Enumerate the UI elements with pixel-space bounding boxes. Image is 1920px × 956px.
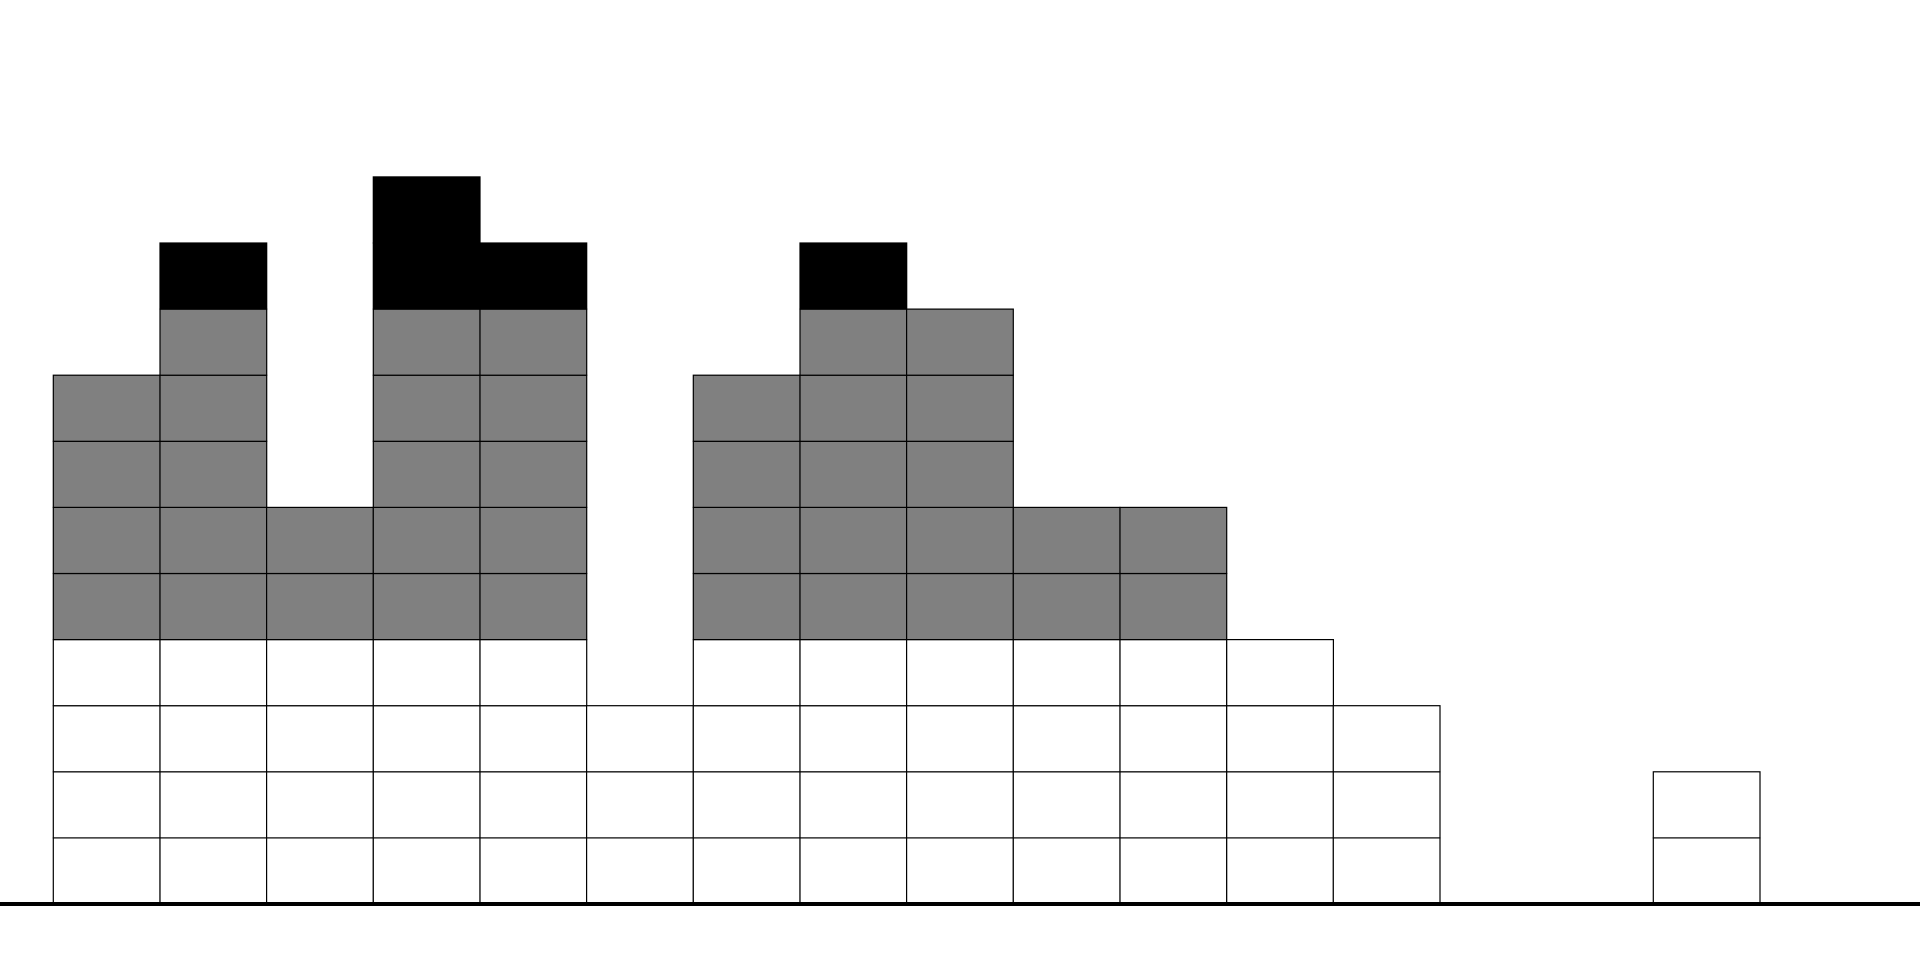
block-cell-x5-series1-4 [479,638,588,707]
block-cell-x4-series3-2 [372,176,481,244]
block-cell-x6-series1-1 [585,837,694,905]
block-cell-x2-series1-3 [159,705,268,773]
block-cell-x16-series1-2 [1652,771,1761,839]
block-cell-x4-series1-4 [372,638,481,707]
block-cell-x11-series1-3 [1119,705,1228,773]
block-cell-x2-series1-2 [159,771,268,839]
block-cell-x1-series1-1 [52,837,161,905]
block-cell-x1-series1-3 [52,705,161,773]
block-cell-x11-series1-1 [1119,837,1228,905]
block-cell-x1-series2-3 [52,440,161,508]
block-cell-x9-series1-1 [905,837,1014,905]
block-cell-x1-series2-2 [52,506,161,575]
block-cell-x5-series2-5 [479,308,588,376]
block-cell-x5-series1-2 [479,771,588,839]
block-cell-x8-series2-5 [799,308,908,376]
block-cell-x3-series2-1 [266,572,374,641]
block-cell-x13-series1-2 [1332,771,1441,839]
block-cell-x13-series1-3 [1332,705,1441,773]
block-cell-x2-series2-4 [159,374,268,442]
block-cell-x11-series2-1 [1119,572,1228,641]
block-cell-x9-series2-3 [905,440,1014,508]
block-cell-x4-series2-5 [372,308,481,376]
block-cell-x12-series1-3 [1226,705,1334,773]
block-cell-x4-series3-1 [372,242,481,310]
block-cell-x2-series2-1 [159,572,268,641]
block-cell-x7-series2-1 [692,572,801,641]
block-cell-x2-series2-2 [159,506,268,575]
block-cell-x6-series1-2 [585,771,694,839]
block-cell-x9-series1-4 [905,638,1014,707]
block-cell-x1-series1-2 [52,771,161,839]
block-cell-x12-series1-2 [1226,771,1334,839]
block-cell-x7-series1-3 [692,705,801,773]
block-cell-x1-series2-1 [52,572,161,641]
block-cell-x12-series1-4 [1226,638,1334,707]
block-cell-x5-series1-1 [479,837,588,905]
block-cell-x4-series1-3 [372,705,481,773]
block-cell-x2-series1-1 [159,837,268,905]
block-cell-x8-series1-4 [799,638,908,707]
block-cell-x9-series1-2 [905,771,1014,839]
block-cell-x8-series2-2 [799,506,908,575]
block-cell-x9-series2-4 [905,374,1014,442]
block-cell-x5-series2-1 [479,572,588,641]
block-cell-x3-series2-2 [266,506,374,575]
block-cell-x11-series1-2 [1119,771,1228,839]
block-cell-x7-series1-2 [692,771,801,839]
block-cell-x1-series2-4 [52,374,161,442]
block-cell-x11-series1-4 [1119,638,1228,707]
block-cell-x10-series1-2 [1012,771,1121,839]
block-cell-x8-series1-2 [799,771,908,839]
block-cell-x3-series1-2 [266,771,374,839]
block-cell-x5-series2-3 [479,440,588,508]
block-cell-x4-series2-4 [372,374,481,442]
block-cell-x2-series2-5 [159,308,268,376]
block-cell-x8-series2-1 [799,572,908,641]
block-cell-x5-series1-3 [479,705,588,773]
block-cell-x9-series2-5 [905,308,1014,376]
block-cell-x8-series3-1 [799,242,908,310]
block-cell-x4-series2-1 [372,572,481,641]
block-cell-x7-series2-3 [692,440,801,508]
block-cell-x13-series1-1 [1332,837,1441,905]
block-cell-x10-series1-4 [1012,638,1121,707]
block-cell-x7-series1-4 [692,638,801,707]
block-cell-x7-series1-1 [692,837,801,905]
block-cell-x10-series2-2 [1012,506,1121,575]
block-cell-x2-series3-1 [159,242,268,310]
block-cell-x12-series1-1 [1226,837,1334,905]
block-cell-x9-series2-2 [905,506,1014,575]
block-cell-x11-series2-2 [1119,506,1228,575]
block-cell-x8-series1-1 [799,837,908,905]
block-cell-x4-series2-2 [372,506,481,575]
block-cell-x10-series1-1 [1012,837,1121,905]
block-cell-x2-series2-3 [159,440,268,508]
block-cell-x7-series2-4 [692,374,801,442]
block-cell-x9-series1-3 [905,705,1014,773]
block-cell-x5-series3-1 [479,242,588,310]
block-cell-x6-series1-3 [585,705,694,773]
block-cells [52,176,1761,905]
block-cell-x4-series2-3 [372,440,481,508]
block-cell-x4-series1-2 [372,771,481,839]
block-cell-x8-series1-3 [799,705,908,773]
block-cell-x7-series2-2 [692,506,801,575]
block-cell-x3-series1-3 [266,705,374,773]
block-cell-x2-series1-4 [159,638,268,707]
block-cell-x3-series1-1 [266,837,374,905]
block-cell-x8-series2-3 [799,440,908,508]
block-cell-x3-series1-4 [266,638,374,707]
block-cell-x1-series1-4 [52,638,161,707]
block-cell-x16-series1-1 [1652,837,1761,905]
block-cell-x9-series2-1 [905,572,1014,641]
block-cell-x5-series2-2 [479,506,588,575]
block-cell-x10-series1-3 [1012,705,1121,773]
block-cell-x8-series2-4 [799,374,908,442]
block-cell-x5-series2-4 [479,374,588,442]
block-cell-x10-series2-1 [1012,572,1121,641]
block-cell-x4-series1-1 [372,837,481,905]
